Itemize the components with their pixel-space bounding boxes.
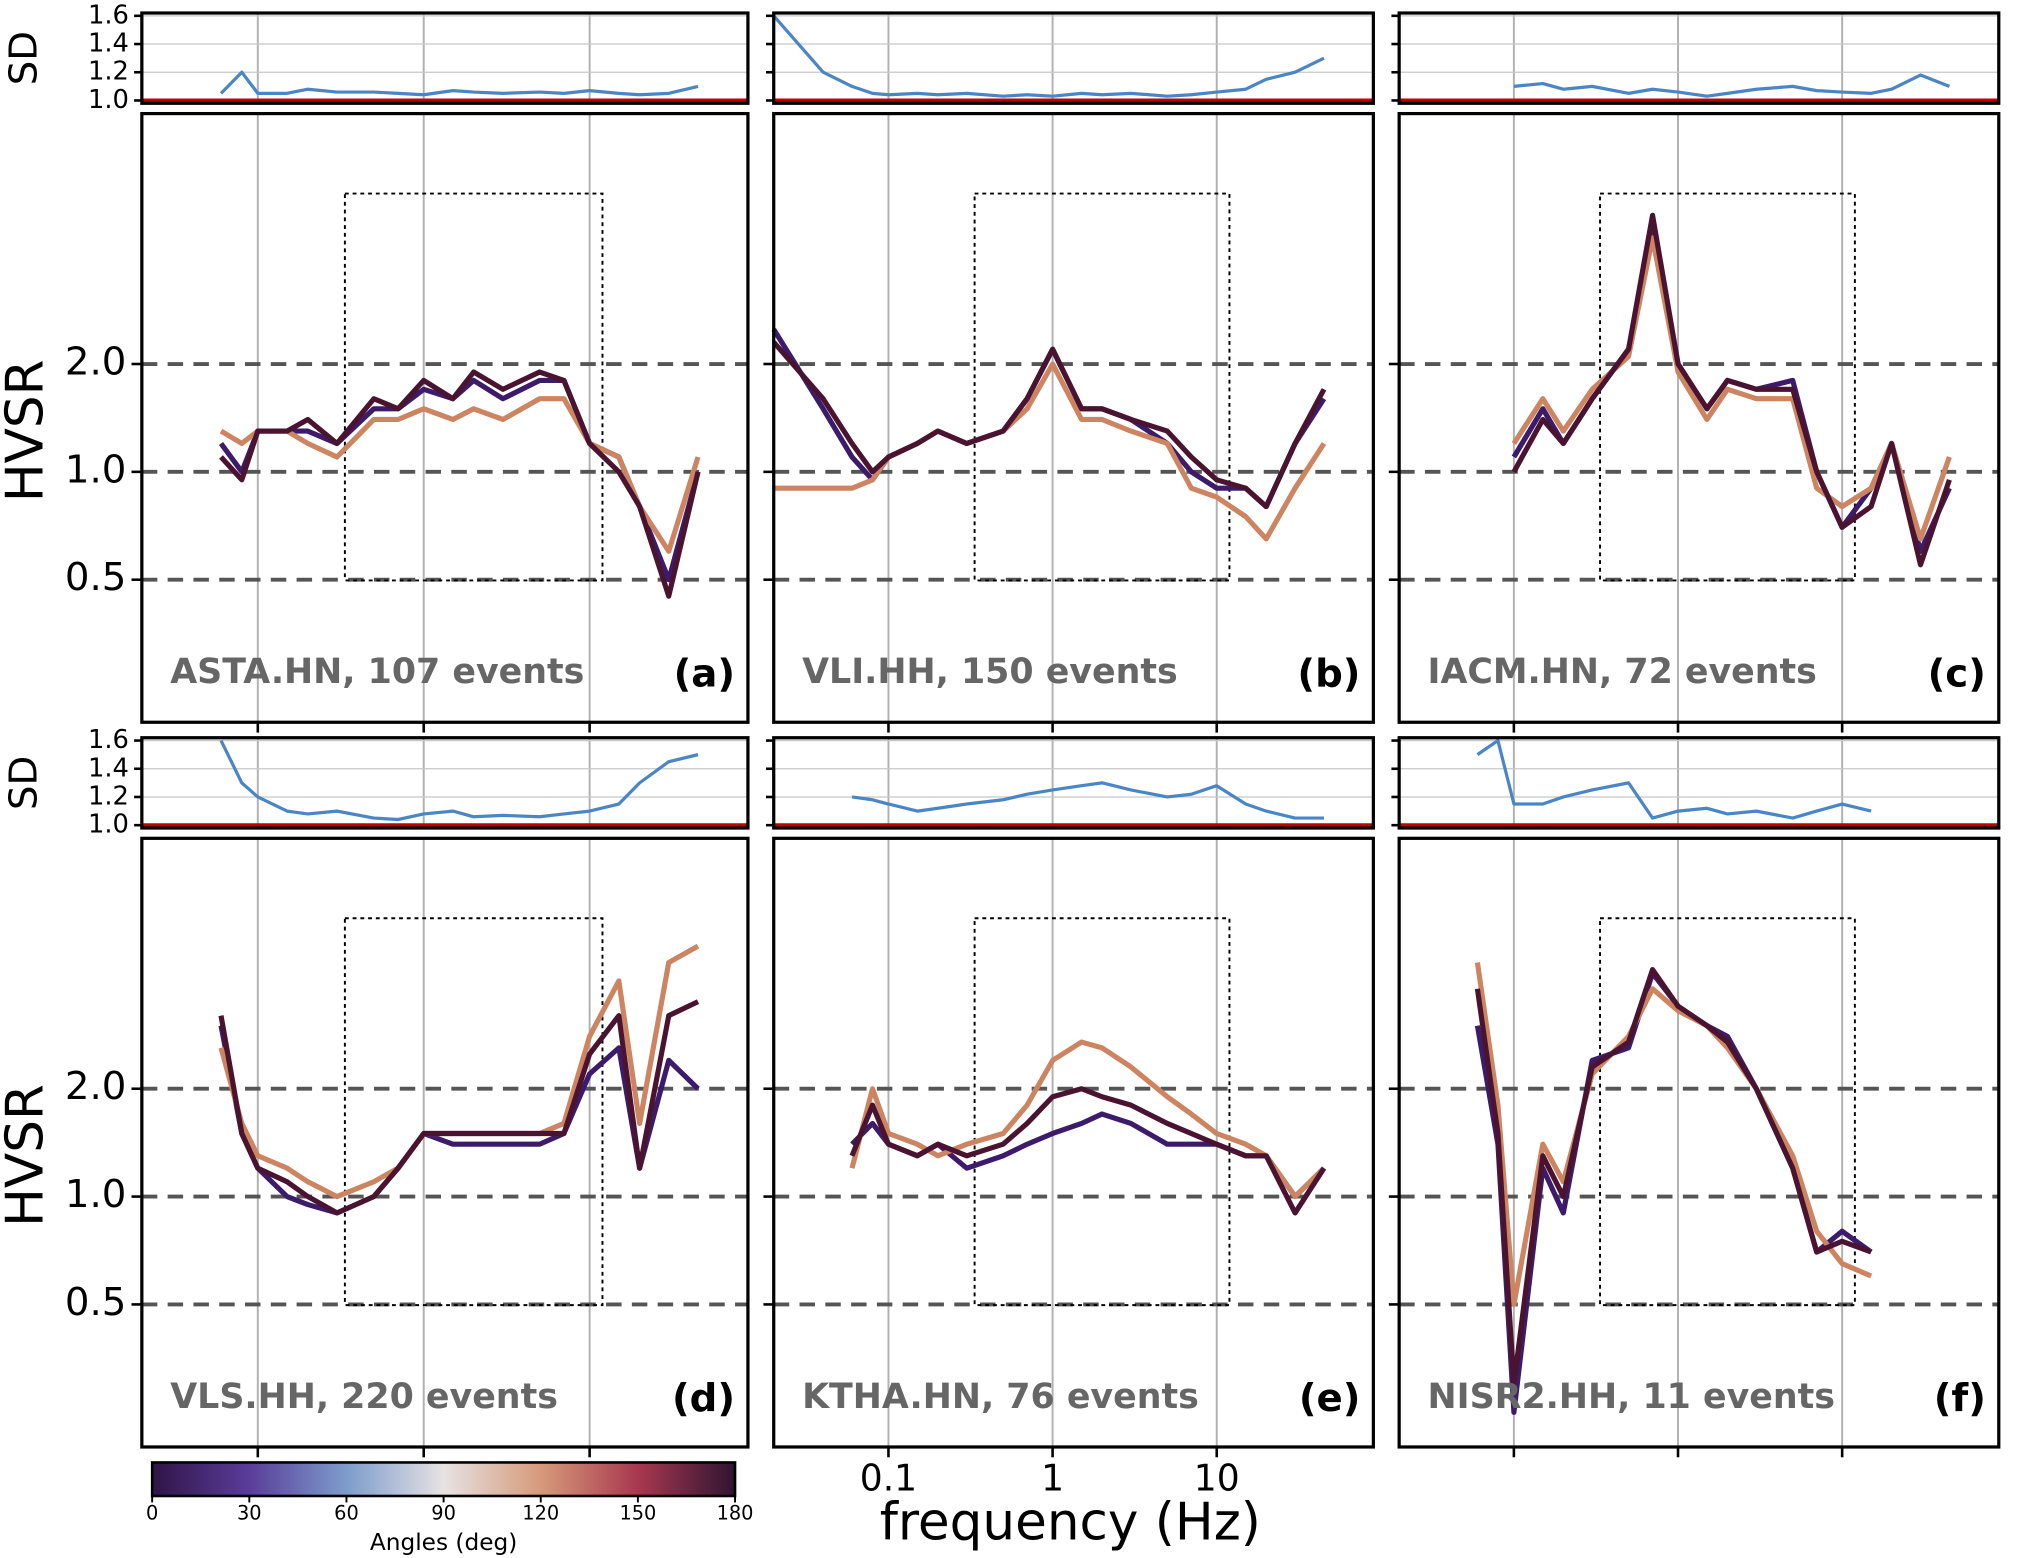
window-box bbox=[1599, 917, 1856, 1307]
window-box bbox=[343, 917, 604, 1307]
x-tick-label: 1 bbox=[1041, 1457, 1064, 1500]
hvsr-line bbox=[849, 1086, 1327, 1216]
colorbar bbox=[150, 1461, 737, 1498]
sd-line bbox=[219, 739, 699, 822]
sd-frame bbox=[1397, 736, 2001, 830]
window-box bbox=[973, 192, 1231, 582]
sd-frame bbox=[772, 736, 1375, 830]
y-tick-label: 0.5 bbox=[65, 555, 127, 600]
sd-tick-label: 1.2 bbox=[88, 57, 129, 87]
panel-label: (d) bbox=[672, 1376, 735, 1421]
station-annotation: VLI.HH, 150 events bbox=[802, 652, 1178, 692]
colorbar-tick-label: 120 bbox=[522, 1502, 559, 1525]
sd-tick-label: 1.6 bbox=[88, 0, 129, 30]
hvsr-line bbox=[218, 1025, 700, 1216]
colorbar-tick-label: 150 bbox=[619, 1502, 656, 1525]
y-axis-label: HVSR bbox=[0, 359, 55, 502]
hvsr-line bbox=[219, 396, 701, 554]
hvsr-line bbox=[218, 999, 700, 1216]
x-tick-label: 10 bbox=[1194, 1457, 1240, 1500]
hvsr-frame bbox=[140, 111, 750, 724]
hvsr-frame bbox=[1397, 111, 2001, 724]
sd-frame bbox=[1397, 11, 2001, 105]
hvsr-line bbox=[771, 340, 1327, 510]
panel-label: (a) bbox=[674, 651, 735, 696]
y-tick-label: 2.0 bbox=[65, 340, 127, 385]
panel: VLI.HH, 150 events (b) bbox=[763, 11, 1375, 733]
window-box bbox=[1599, 192, 1856, 582]
hvsr-line bbox=[219, 369, 701, 599]
hvsr-line bbox=[1511, 235, 1952, 542]
sd-tick-label: 1.4 bbox=[88, 29, 129, 59]
hvsr-frame bbox=[772, 111, 1375, 724]
sd-tick-label: 1.0 bbox=[88, 85, 129, 115]
sd-frame bbox=[772, 11, 1375, 105]
y-axis-label: HVSR bbox=[0, 1084, 55, 1227]
colorbar-tick-label: 30 bbox=[237, 1502, 262, 1525]
panel-label: (b) bbox=[1297, 651, 1360, 696]
sd-line bbox=[219, 70, 699, 97]
hvsr-line bbox=[849, 1039, 1326, 1200]
sd-frame bbox=[140, 11, 750, 105]
station-annotation: NISR2.HH, 11 events bbox=[1428, 1377, 1835, 1417]
panel-label: (e) bbox=[1299, 1376, 1361, 1421]
sd-axis-label: SD bbox=[1, 756, 46, 810]
hvsr-line bbox=[1474, 962, 1873, 1307]
hvsr-frame bbox=[1397, 836, 2001, 1449]
sd-tick-label: 1.0 bbox=[88, 810, 129, 840]
sd-line bbox=[1513, 73, 1950, 98]
hvsr-line bbox=[1511, 212, 1952, 568]
window-box bbox=[343, 192, 604, 582]
panel-label: (c) bbox=[1928, 651, 1986, 696]
sd-axis-label: SD bbox=[1, 31, 46, 85]
sd-tick-label: 1.4 bbox=[88, 753, 129, 783]
sd-line bbox=[1476, 738, 1872, 820]
panel-label: (f) bbox=[1934, 1376, 1986, 1421]
sd-tick-label: 1.6 bbox=[88, 725, 129, 755]
colorbar-tick-label: 0 bbox=[146, 1502, 158, 1525]
hvsr-line bbox=[773, 361, 1327, 542]
colorbar-tick-label: 90 bbox=[431, 1502, 456, 1525]
sd-line bbox=[772, 14, 1325, 98]
colorbar-tick-label: 180 bbox=[717, 1502, 754, 1525]
x-axis-label: frequency (Hz) bbox=[880, 1493, 1261, 1553]
sd-line bbox=[851, 781, 1324, 820]
colorbar-tick-label: 60 bbox=[334, 1502, 359, 1525]
y-tick-label: 2.0 bbox=[65, 1064, 127, 1109]
station-annotation: ASTA.HN, 107 events bbox=[170, 652, 584, 692]
window-box bbox=[973, 917, 1231, 1307]
y-tick-label: 0.5 bbox=[65, 1280, 127, 1325]
panel: NISR2.HH, 11 events (f) bbox=[1388, 736, 2001, 1458]
y-tick-label: 1.0 bbox=[65, 1172, 127, 1217]
hvsr-frame bbox=[140, 836, 750, 1449]
hvsr-frame bbox=[772, 836, 1375, 1449]
sd-frame bbox=[140, 736, 750, 830]
panel: IACM.HN, 72 events (c) bbox=[1388, 11, 2001, 733]
colorbar-label: Angles (deg) bbox=[370, 1529, 517, 1556]
panel: 0.1 1 10 KTHA.HN, 76 events (e) bbox=[763, 736, 1375, 1500]
y-tick-label: 1.0 bbox=[65, 447, 127, 492]
station-annotation: VLS.HH, 220 events bbox=[170, 1377, 558, 1417]
x-tick-label: 0.1 bbox=[860, 1457, 917, 1500]
station-annotation: IACM.HN, 72 events bbox=[1428, 652, 1817, 692]
sd-tick-label: 1.2 bbox=[88, 781, 129, 811]
hvsr-line bbox=[1474, 967, 1873, 1387]
station-annotation: KTHA.HN, 76 events bbox=[802, 1377, 1199, 1417]
